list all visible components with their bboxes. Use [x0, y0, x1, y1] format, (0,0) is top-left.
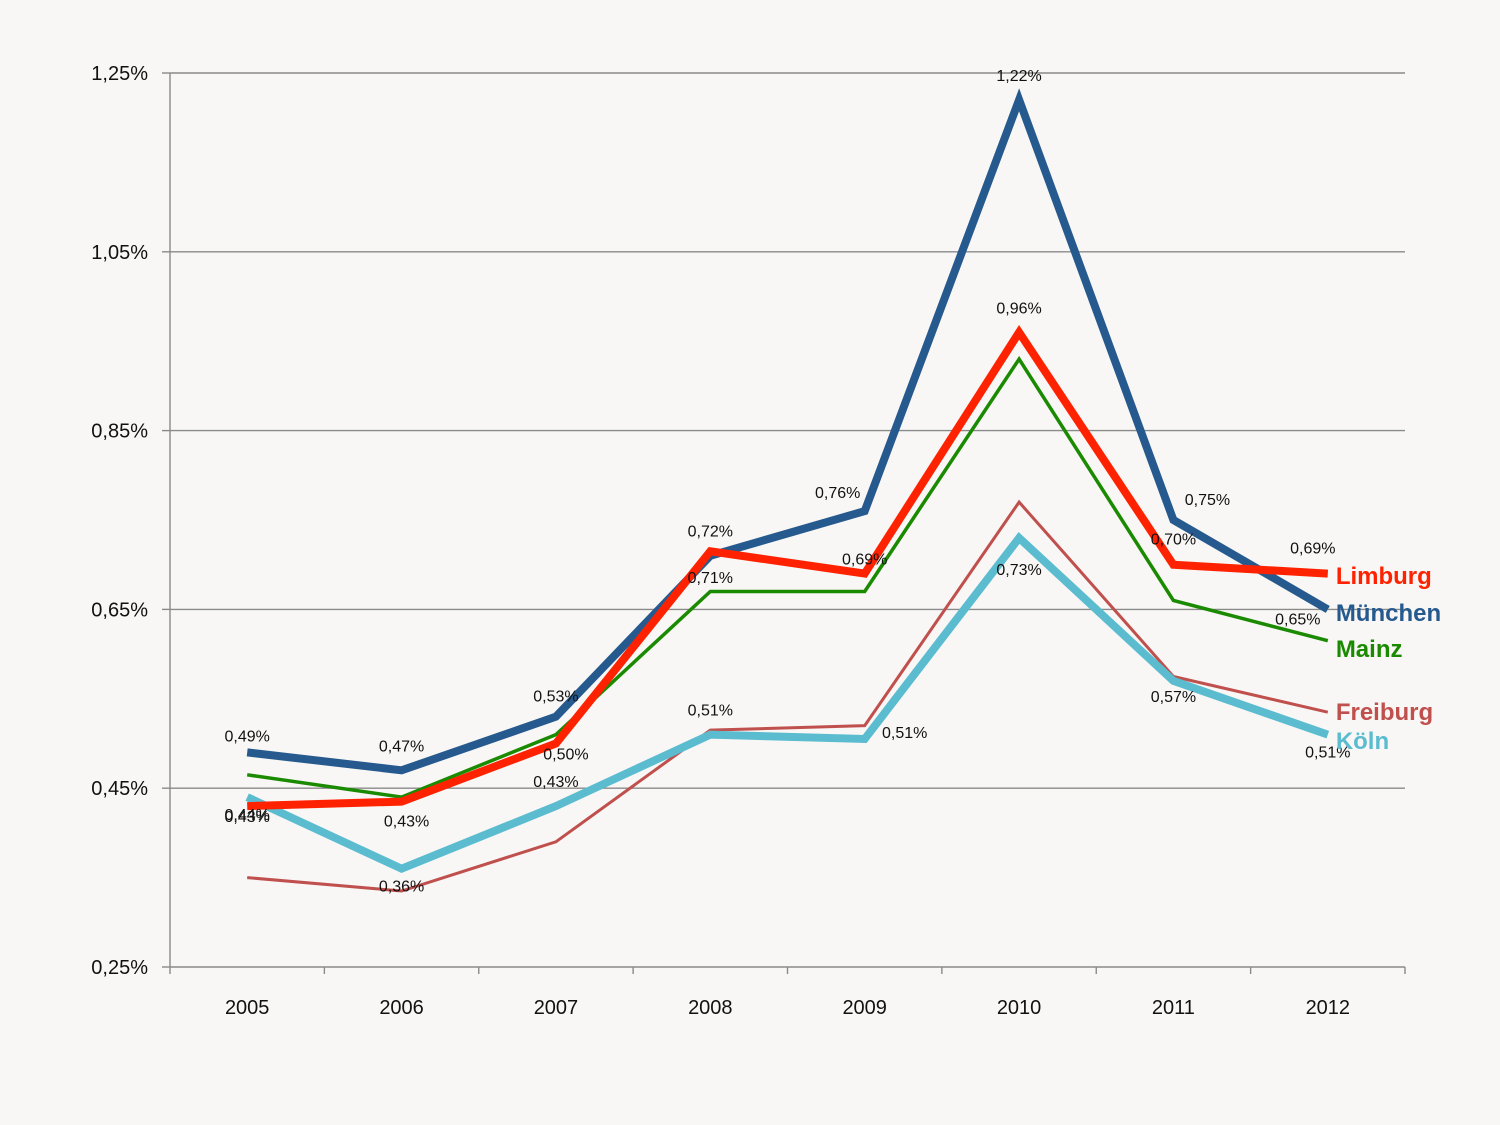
- data-label: 0,69%: [1290, 541, 1335, 558]
- series-line-limburg: [247, 324, 1329, 811]
- y-tick-label: 1,05%: [91, 242, 148, 264]
- y-tick-label: 0,25%: [91, 957, 148, 979]
- data-label: 0,47%: [379, 738, 424, 755]
- y-axis: 0,25% 0,45% 0,65% 0,85% 1,05% 1,25%: [91, 63, 171, 979]
- data-label: 0,51%: [688, 703, 733, 720]
- x-axis: 2005 2006 2007 2008 2009 2010 2011 2012: [169, 966, 1406, 1019]
- data-label: 0,36%: [379, 879, 424, 896]
- series-label-mainz: Mainz: [1336, 636, 1403, 663]
- x-tick-label: 2011: [1152, 997, 1195, 1019]
- x-tick-label: 2006: [379, 997, 424, 1019]
- series-line-freiburg: [247, 499, 1329, 893]
- data-label: 0,76%: [815, 485, 860, 502]
- series-lines: [245, 88, 1330, 893]
- data-label: 0,49%: [225, 728, 270, 745]
- x-tick-label: 2010: [997, 997, 1042, 1019]
- data-label: 0,43%: [225, 809, 270, 826]
- data-label: 0,43%: [384, 814, 429, 831]
- data-label: 0,57%: [1151, 689, 1196, 706]
- data-label: 0,50%: [543, 747, 588, 764]
- x-tick-label: 2007: [534, 997, 579, 1019]
- series-label-köln: Köln: [1336, 728, 1389, 755]
- series-label-freiburg: Freiburg: [1336, 699, 1433, 726]
- data-label: 0,72%: [688, 523, 733, 540]
- x-tick-label: 2009: [842, 997, 887, 1019]
- y-tick-label: 0,45%: [91, 778, 148, 800]
- data-label: 0,69%: [842, 552, 887, 569]
- x-tick-label: 2012: [1306, 997, 1351, 1019]
- data-label: 0,51%: [882, 725, 927, 742]
- y-tick-label: 1,25%: [91, 63, 148, 85]
- data-labels: 0,44% 0,36% 0,43% 0,51% 0,51% 0,73% 0,57% 0,51%…: [225, 68, 1351, 896]
- gridlines: [170, 72, 1405, 789]
- data-label: 0,44%: [225, 807, 270, 824]
- x-tick-label: 2005: [225, 997, 270, 1019]
- data-label: 0,51%: [1305, 745, 1350, 762]
- y-tick-label: 0,65%: [91, 599, 148, 621]
- data-label: 0,53%: [533, 689, 578, 706]
- data-label: 0,75%: [1185, 492, 1230, 509]
- data-label: 0,70%: [1151, 532, 1196, 549]
- series-line-köln: [245, 531, 1330, 874]
- data-label: 0,65%: [1275, 611, 1320, 628]
- data-label: 1,22%: [996, 68, 1041, 85]
- y-tick-label: 0,85%: [91, 421, 148, 443]
- series-label-limburg: Limburg: [1336, 563, 1432, 590]
- data-label: 0,43%: [533, 774, 578, 791]
- series-label-münchen: München: [1336, 600, 1441, 627]
- data-label: 0,73%: [996, 562, 1041, 579]
- series-line-mainz: [246, 355, 1329, 799]
- x-tick-label: 2008: [688, 997, 733, 1019]
- series-line-münchen: [246, 88, 1330, 775]
- data-label: 0,71%: [688, 570, 733, 587]
- series-legend: Freiburg Mainz Köln München Limburg: [1336, 563, 1441, 755]
- data-label: 0,96%: [996, 300, 1041, 317]
